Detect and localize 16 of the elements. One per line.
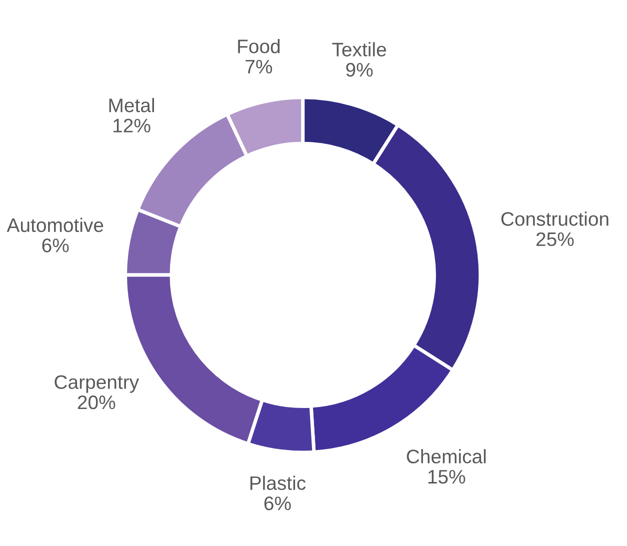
slice-label: Plastic — [250, 476, 306, 490]
data-label: 7% — [246, 60, 272, 74]
slice-label: Automotive — [6, 218, 104, 232]
data-label: 6% — [264, 496, 291, 510]
slice-label: Textile — [332, 42, 386, 56]
data-label: 6% — [42, 238, 69, 252]
data-label: 20% — [78, 395, 116, 410]
slice-label: Carpentry — [54, 375, 140, 393]
data-label: 25% — [536, 232, 574, 246]
slice-label: Food — [238, 39, 280, 54]
slice-label: Chemical — [406, 449, 486, 464]
slice-label: Metal — [109, 98, 154, 112]
slice-label: Construction — [501, 212, 608, 226]
data-label: 9% — [346, 62, 373, 77]
data-label: 12% — [114, 118, 150, 132]
data-label: 15% — [428, 470, 466, 484]
